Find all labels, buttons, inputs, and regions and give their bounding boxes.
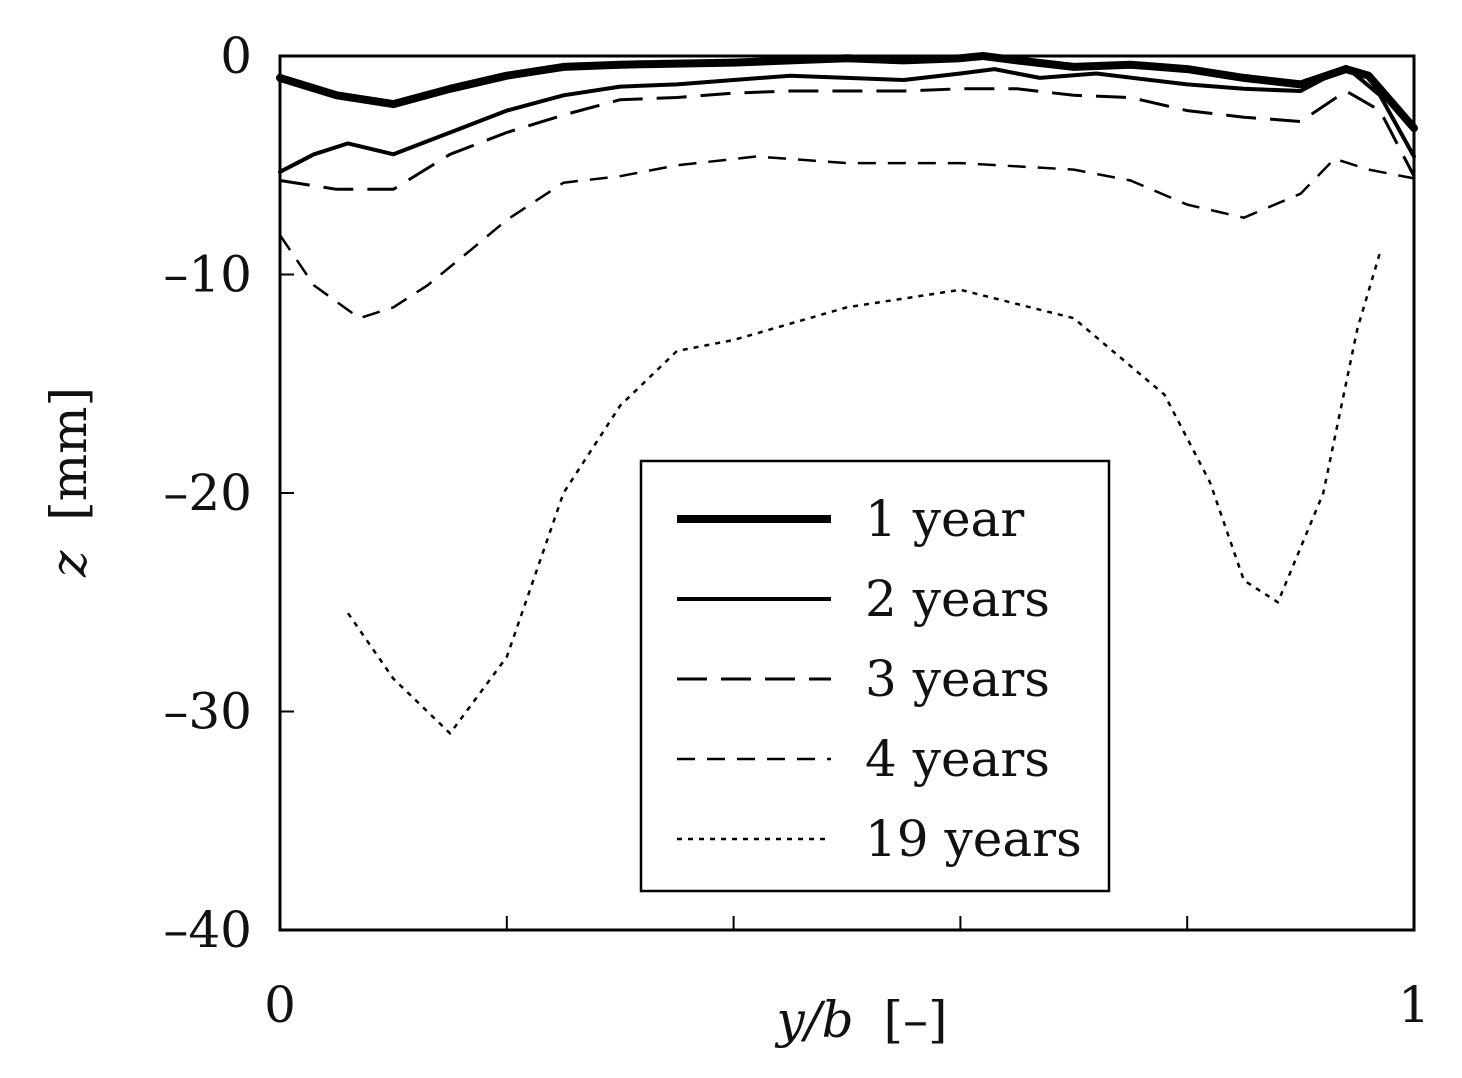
legend-label-2: 2 years xyxy=(865,570,1050,628)
x-axis-title: y/b [–] xyxy=(774,991,947,1049)
series-line-3 xyxy=(279,87,1416,191)
series-line-5 xyxy=(346,252,1382,735)
series-layer xyxy=(276,52,1418,735)
x-tick-label: 1 xyxy=(1398,976,1430,1034)
y-tick-label: –40 xyxy=(163,901,252,959)
y-tick-label: –20 xyxy=(163,464,252,522)
legend-label-5: 19 years xyxy=(865,810,1082,868)
legend: 1 year 2 years 3 years 4 years 19 years xyxy=(639,459,1111,893)
tick-layer: 0–10–20–30–400 1 xyxy=(163,27,1430,1034)
x-axis-unit: [–] xyxy=(884,991,948,1049)
legend-label-1: 1 year xyxy=(865,490,1024,548)
y-tick-label: –30 xyxy=(163,683,252,741)
y-axis-variable: z xyxy=(40,550,98,578)
y-axis-unit: [mm] xyxy=(40,387,98,521)
y-tick-label: –10 xyxy=(163,246,252,304)
series-line-2 xyxy=(278,64,1416,174)
series-line-4 xyxy=(278,155,1415,320)
legend-label-4: 4 years xyxy=(865,730,1050,788)
y-axis-title: z [mm] xyxy=(40,387,98,578)
legend-label-3: 3 years xyxy=(865,650,1050,708)
series-line-1 xyxy=(276,52,1418,133)
legend-box xyxy=(639,459,1111,893)
x-axis-variable: y/b xyxy=(774,991,853,1049)
y-tick-label: 0 xyxy=(220,27,252,85)
x-tick-label: 0 xyxy=(264,976,296,1034)
